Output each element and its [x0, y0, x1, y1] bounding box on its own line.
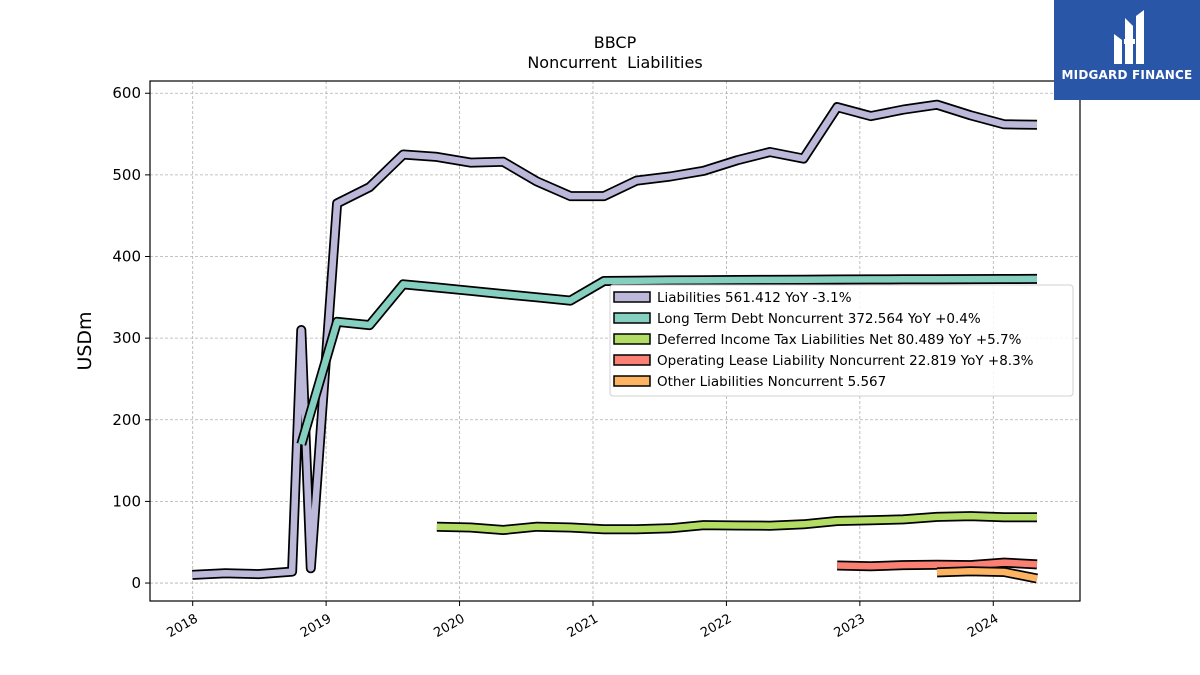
chart-title: BBCP	[594, 33, 637, 52]
x-tick-label: 2024	[965, 611, 1001, 641]
legend-swatch	[613, 333, 651, 345]
legend-swatch	[613, 354, 651, 366]
y-tick-label: 500	[112, 166, 141, 184]
legend-label: Other Liabilities Noncurrent 5.567	[657, 374, 886, 390]
legend: Liabilities 561.412 YoY -3.1% Long Term D…	[609, 284, 1074, 397]
series-4	[837, 557, 1038, 572]
legend-item: Long Term Debt Noncurrent 372.564 YoY +0…	[613, 311, 981, 327]
plot-frame	[149, 80, 1081, 602]
legend-box	[609, 284, 1074, 397]
series-layer	[192, 99, 1038, 584]
legend-swatch	[613, 375, 651, 387]
series-line	[192, 101, 1038, 579]
legend-item: Liabilities 561.412 YoY -3.1%	[613, 290, 852, 306]
series-line	[837, 559, 1038, 570]
legend-label: Long Term Debt Noncurrent 372.564 YoY +0…	[657, 311, 981, 327]
x-tick-label: 2021	[565, 611, 601, 641]
brand-mark-icon	[1114, 10, 1144, 64]
y-tick-label: 600	[112, 84, 141, 102]
legend-item: Deferred Income Tax Liabilities Net 80.4…	[613, 332, 1022, 348]
legend-swatch	[613, 312, 651, 324]
series-3	[436, 511, 1037, 535]
x-tick-label: 2020	[431, 611, 467, 641]
series-1	[192, 99, 1038, 580]
brand-logo: MIDGARD FINANCE	[1054, 0, 1200, 100]
series-5	[936, 566, 1038, 584]
x-tick-label: 2022	[698, 611, 734, 641]
x-axis: 2018 2019 2020 2021 2022 2023 2024	[165, 601, 1001, 641]
y-tick-label: 300	[112, 329, 141, 347]
x-tick-label: 2019	[298, 611, 334, 641]
x-tick-label: 2018	[165, 611, 201, 641]
legend-item: Operating Lease Liability Noncurrent 22.…	[613, 353, 1034, 369]
chart-subtitle: Noncurrent Liabilities	[527, 53, 702, 72]
series-line	[298, 275, 1038, 446]
brand-name: MIDGARD FINANCE	[1061, 68, 1193, 82]
legend-swatch	[613, 291, 651, 303]
series-line	[936, 567, 1038, 582]
series-line	[436, 512, 1037, 534]
legend-label: Operating Lease Liability Noncurrent 22.…	[657, 353, 1034, 369]
y-tick-label: 200	[112, 411, 141, 429]
legend-item: Other Liabilities Noncurrent 5.567	[613, 374, 886, 390]
y-tick-label: 100	[112, 492, 141, 510]
series-2	[296, 273, 1038, 446]
y-tick-label: 400	[112, 248, 141, 266]
y-tick-label: 0	[131, 574, 141, 592]
legend-label: Liabilities 561.412 YoY -3.1%	[657, 290, 852, 306]
x-tick-label: 2023	[832, 611, 868, 641]
y-axis-label: USDm	[74, 311, 96, 370]
legend-label: Deferred Income Tax Liabilities Net 80.4…	[657, 332, 1022, 348]
y-axis: 0 100 200 300 400 500 600	[112, 84, 150, 592]
